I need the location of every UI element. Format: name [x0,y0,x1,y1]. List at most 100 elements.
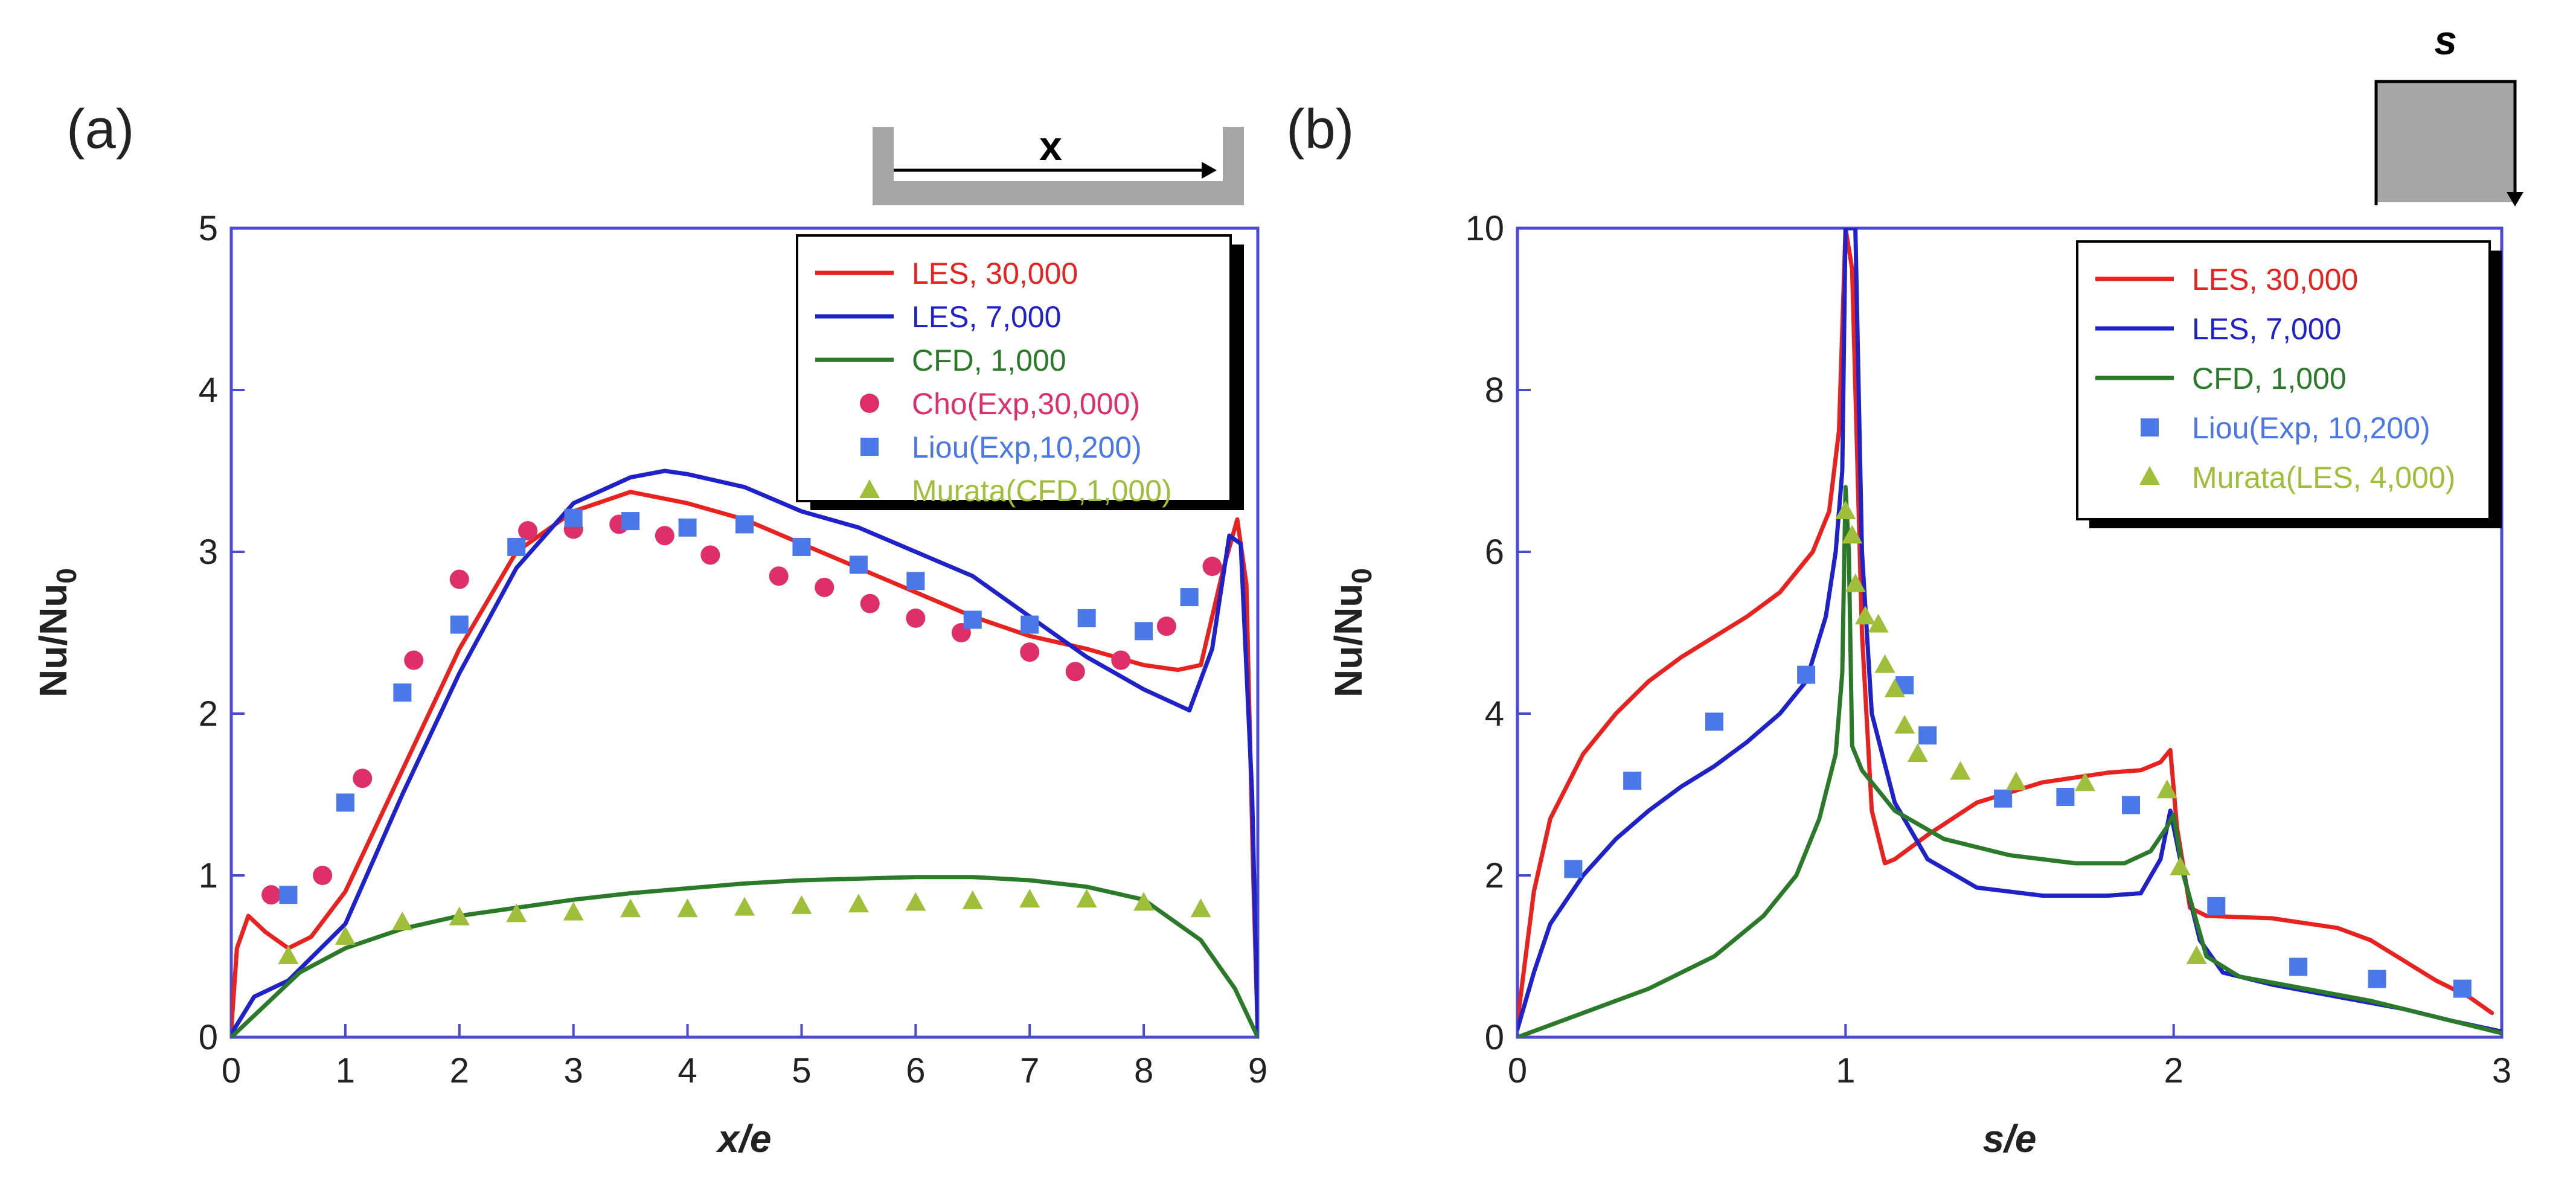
data-point-circle [404,650,424,670]
y-tick-label: 4 [199,371,218,410]
legend-label: LES, 30,000 [912,257,1078,290]
data-point-circle [1111,650,1131,670]
x-tick-label: 3 [2492,1051,2511,1090]
data-point-square [1077,609,1096,627]
data-point-triangle [1845,573,1866,592]
data-point-triangle [962,890,983,909]
data-point-square [1918,726,1937,745]
data-point-square [507,537,526,556]
data-point-triangle [1835,500,1856,519]
y-tick-label: 3 [199,532,218,572]
legend-label: Murata(CFD,1,000) [912,474,1172,508]
data-point-square [735,515,754,534]
data-point-square [906,572,925,590]
data-point-square [1623,772,1642,790]
legend-label: LES, 30,000 [2192,263,2358,296]
data-point-square [1020,615,1039,634]
y-tick-label: 10 [1465,209,1504,248]
data-point-circle [518,521,538,541]
x-tick-label: 1 [336,1051,355,1090]
plot-frame-b [1516,226,2504,1039]
data-point-circle [906,608,926,628]
data-point-triangle [2156,779,2177,799]
x-ticks-a: 0 1 2 3 4 5 6 7 8 9 [222,1024,1267,1090]
data-point-circle [655,526,674,546]
data-point-triangle [2005,771,2027,790]
x-tick-label: 0 [1508,1051,1527,1090]
panel-a-label: (a) [66,98,134,160]
x-tick-label: 0 [222,1051,241,1090]
y-tick-label: 6 [1485,532,1504,572]
x-tick-label: 7 [1020,1051,1039,1090]
series-line-0 [1517,228,2494,1023]
data-point-square [393,683,412,702]
data-point-square [849,555,868,574]
legend-swatch-triangle [2139,466,2160,485]
data-point-triangle [677,898,698,918]
data-point-triangle [1907,743,1928,762]
x-tick-label: 6 [906,1051,925,1090]
legend-label: LES, 7,000 [2192,312,2341,346]
data-point-triangle [848,894,869,913]
data-point-triangle [1868,613,1889,633]
x-tick-label: 8 [1134,1051,1153,1090]
data-point-square [2056,788,2075,807]
data-point-triangle [1874,654,1895,673]
data-point-triangle [1190,898,1211,918]
data-point-circle [449,569,469,589]
series-line-2 [1517,485,2502,1037]
legend-swatch-square [2141,418,2159,437]
x-tick-label: 1 [1836,1051,1855,1090]
y-tick-label: 0 [199,1018,218,1057]
data-point-square [1705,712,1723,731]
data-point-triangle [563,901,584,921]
data-point-circle [815,577,835,597]
data-point-circle [353,769,373,788]
data-point-square [2122,796,2141,814]
data-point-triangle [905,892,926,911]
legend-label: Murata(LES, 4,000) [2192,461,2455,494]
x-tick-label: 3 [564,1051,583,1090]
data-point-square [1994,789,2013,808]
legend-b: LES, 30,000 LES, 7,000 CFD, 1,000 Liou(Exp,… [2076,240,2502,528]
y-tick-label: 2 [1485,856,1504,895]
data-point-triangle [506,903,527,923]
inset-a-label: x [1039,123,1062,169]
panel-b: (b) s 0 2 4 6 8 10 0 1 2 3 s/e Nu/Nu0 LES, 30,00… [1286,18,2523,1160]
data-point-triangle [734,897,755,916]
x-axis-label-a: x/e [716,1117,772,1160]
y-tick-label: 5 [199,209,218,248]
data-point-square [1135,622,1153,641]
data-point-circle [1020,642,1040,662]
data-point-triangle [449,906,470,926]
series-line-1 [1517,228,2502,1034]
data-point-square [450,615,469,634]
data-point-triangle [1019,889,1040,908]
data-point-triangle [1950,761,1971,780]
y-tick-label: 1 [199,856,218,895]
data-point-triangle [2074,772,2095,791]
data-point-square [2453,979,2472,998]
legend-label: Liou(Exp,10,200) [912,430,1142,464]
data-point-triangle [1854,606,1876,625]
data-point-triangle [1076,889,1097,908]
y-ticks-a: 0 1 2 3 4 5 [199,209,245,1057]
series-b [1517,228,2502,1037]
data-point-circle [1156,616,1176,636]
legend-swatch-circle [860,394,879,413]
data-point-circle [313,866,333,885]
data-point-square [2368,970,2386,988]
inset-b-rib-block: s [2374,18,2523,206]
data-point-circle [860,593,880,613]
y-axis-label-b: Nu/Nu0 [1327,568,1377,697]
data-point-square [1797,665,1816,684]
y-axis-label-a-subscript: 0 [51,568,82,584]
legend-label: CFD, 1,000 [912,344,1066,377]
inset-a-rib-channel: x [873,123,1244,205]
x-tick-label: 2 [450,1051,469,1090]
x-tick-label: 2 [2164,1051,2184,1090]
series-a [231,468,1258,1037]
x-tick-label: 9 [1248,1051,1267,1090]
y-axis-label-b-subscript: 0 [1346,568,1377,584]
data-point-triangle [1894,715,1915,734]
